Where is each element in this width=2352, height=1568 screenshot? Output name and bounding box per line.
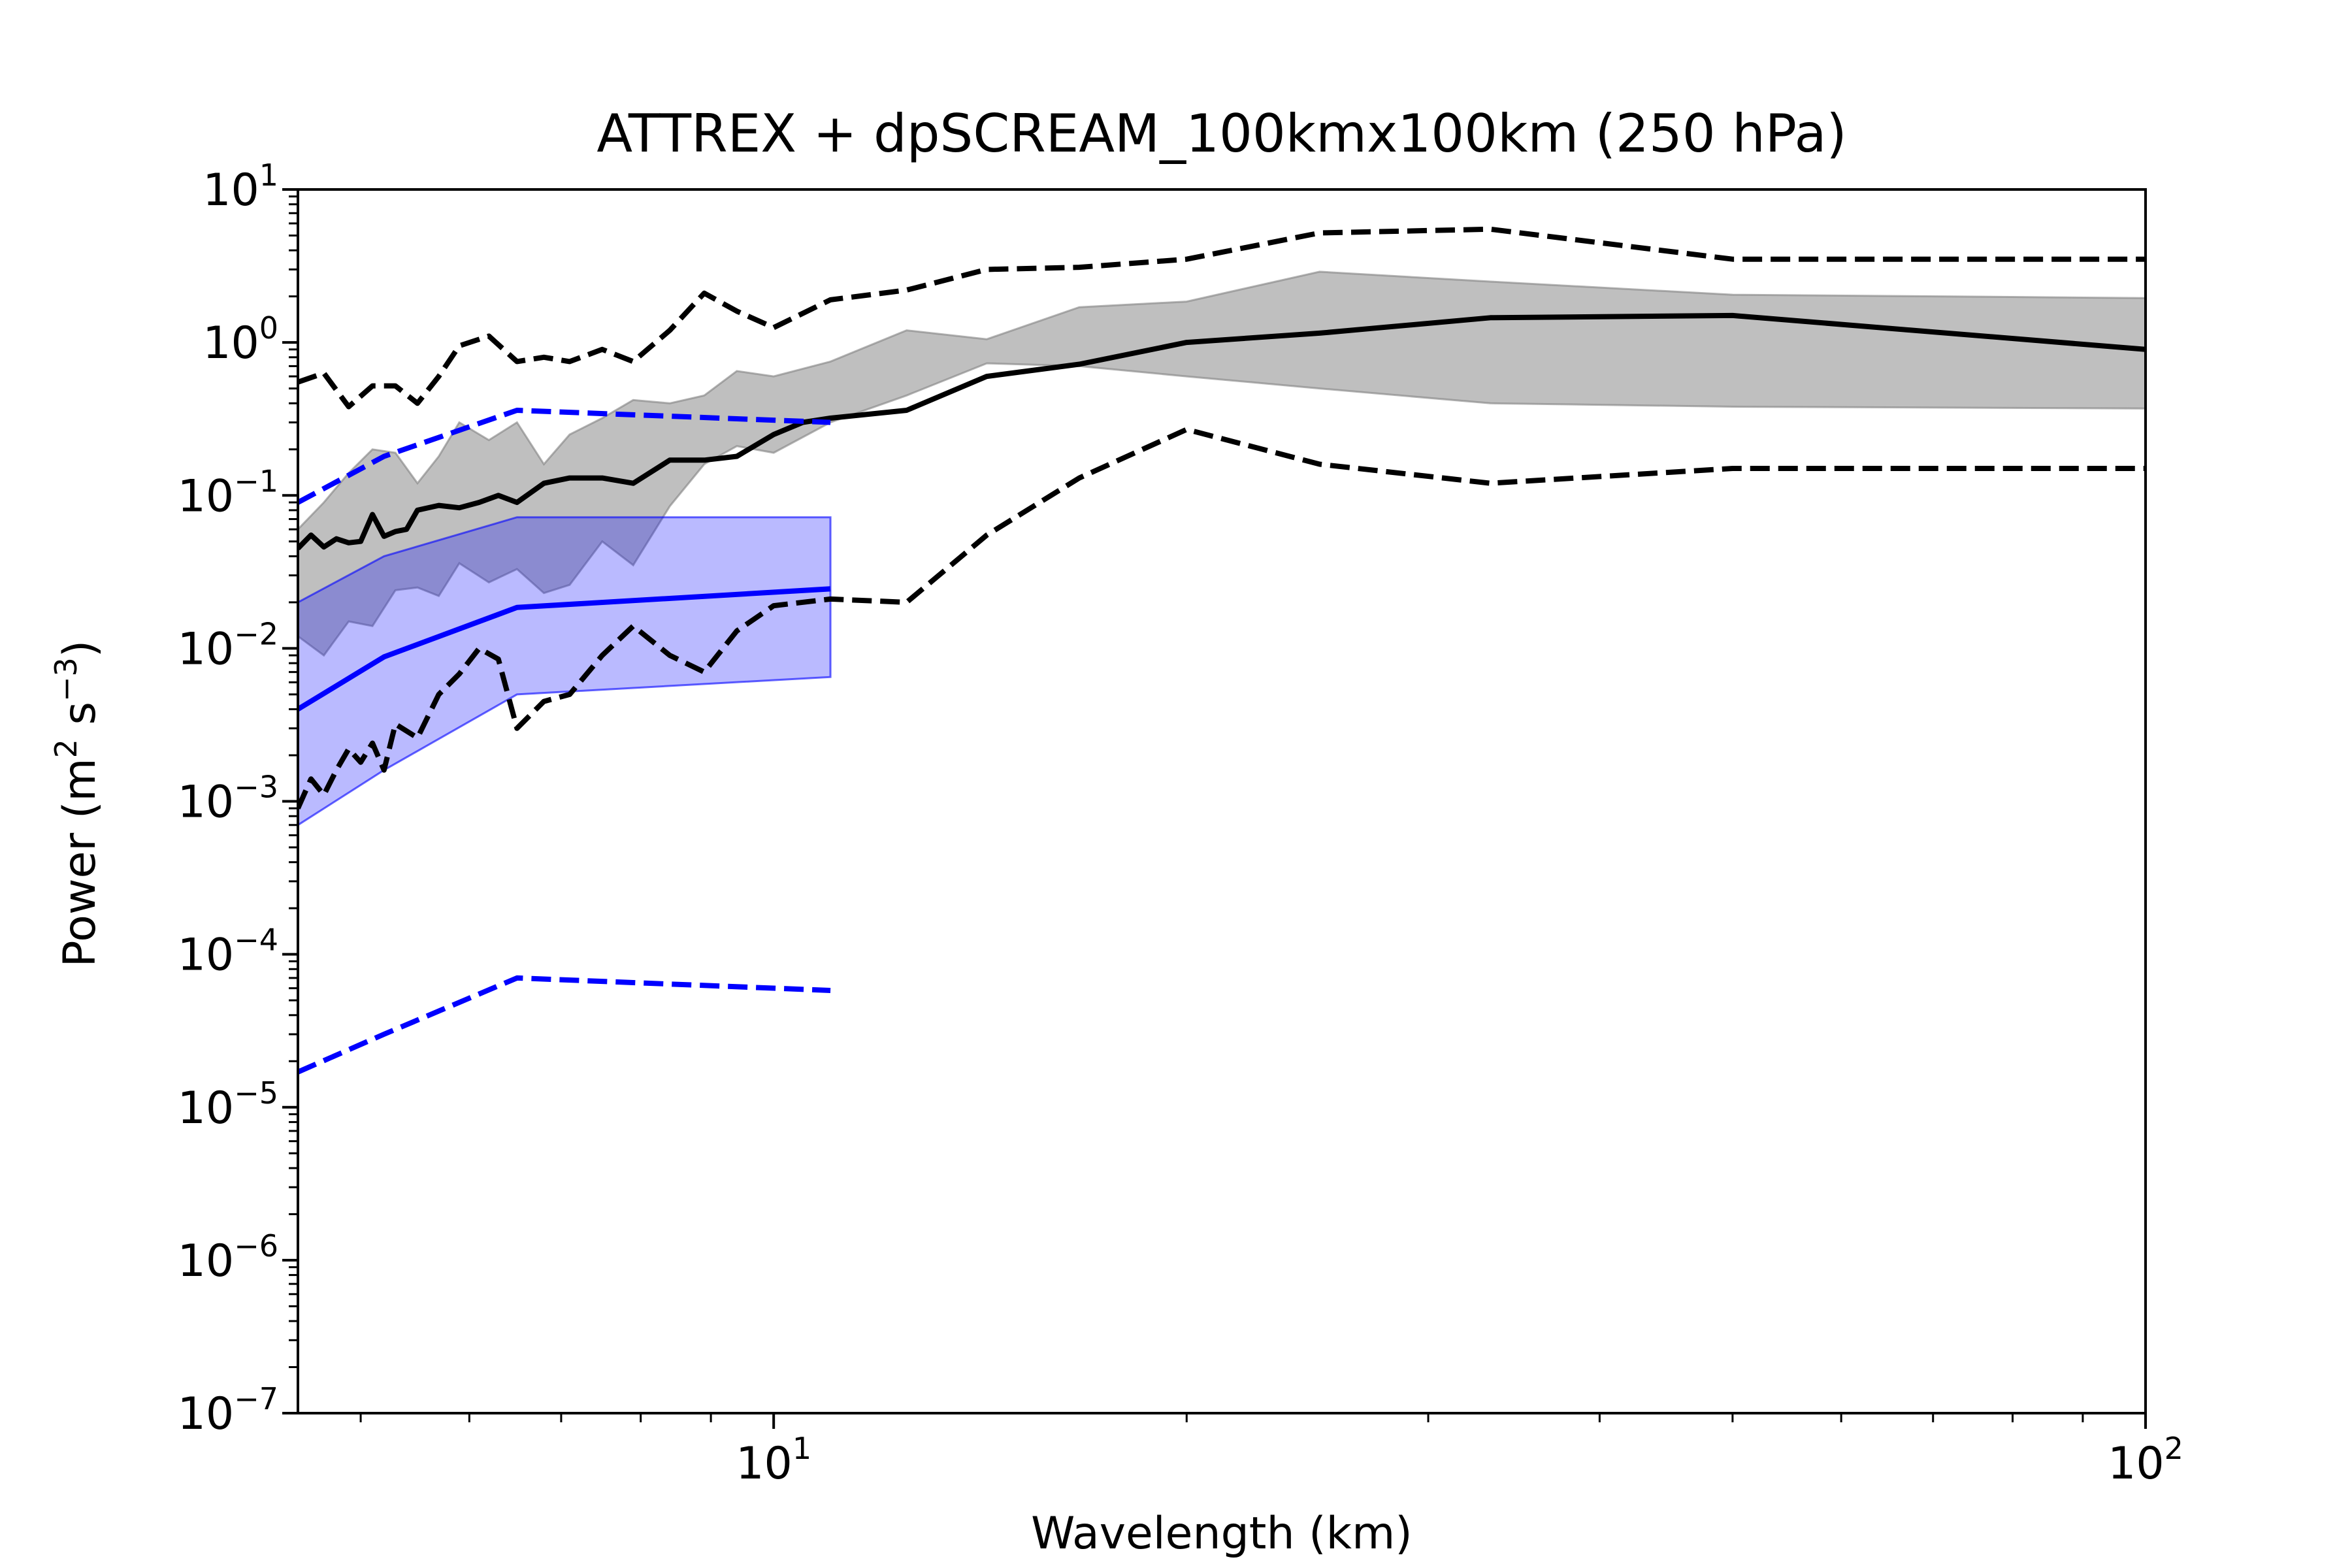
y-axis-label-sup1: 2 <box>48 739 84 758</box>
plot-frame <box>297 188 2147 1414</box>
data-series <box>298 226 2146 1075</box>
y-axis-label-end: ) <box>54 640 106 658</box>
series-line-5 <box>298 975 831 1075</box>
y-axis-label: Power (m2 s−3) <box>48 640 106 968</box>
chart-title: ATTREX + dpSCREAM_100kmx100km (250 hPa) <box>596 103 1846 164</box>
y-axis-label-sup2: −3 <box>48 657 84 702</box>
axis-ticks: 101 100 10−1 10−2 10−3 10−4 10−5 10−6 10−7 101 102 <box>178 157 2183 1490</box>
x-tick-label: 101 <box>736 1431 811 1490</box>
x-axis-label: Wavelength (km) <box>1031 1508 1413 1560</box>
series-line-4 <box>298 408 831 505</box>
series-line-3 <box>298 586 831 711</box>
y-tick-label: 10−2 <box>178 616 278 675</box>
series-line-2 <box>298 427 2146 809</box>
y-axis-label-base: Power (m <box>54 758 106 967</box>
x-tick-label: 102 <box>2108 1431 2183 1490</box>
y-tick-label: 10−6 <box>178 1228 278 1287</box>
y-tick-label: 10−1 <box>178 463 278 522</box>
y-tick-label: 100 <box>203 310 278 369</box>
y-axis-label-mid: s <box>54 702 106 739</box>
band-0 <box>298 270 2146 657</box>
y-tick-label: 10−5 <box>178 1075 278 1134</box>
series-line-0 <box>298 312 2146 551</box>
y-tick-label: 101 <box>203 157 278 216</box>
y-tick-label: 10−7 <box>178 1381 278 1440</box>
y-tick-label: 10−3 <box>178 770 278 828</box>
y-tick-label: 10−4 <box>178 923 278 981</box>
